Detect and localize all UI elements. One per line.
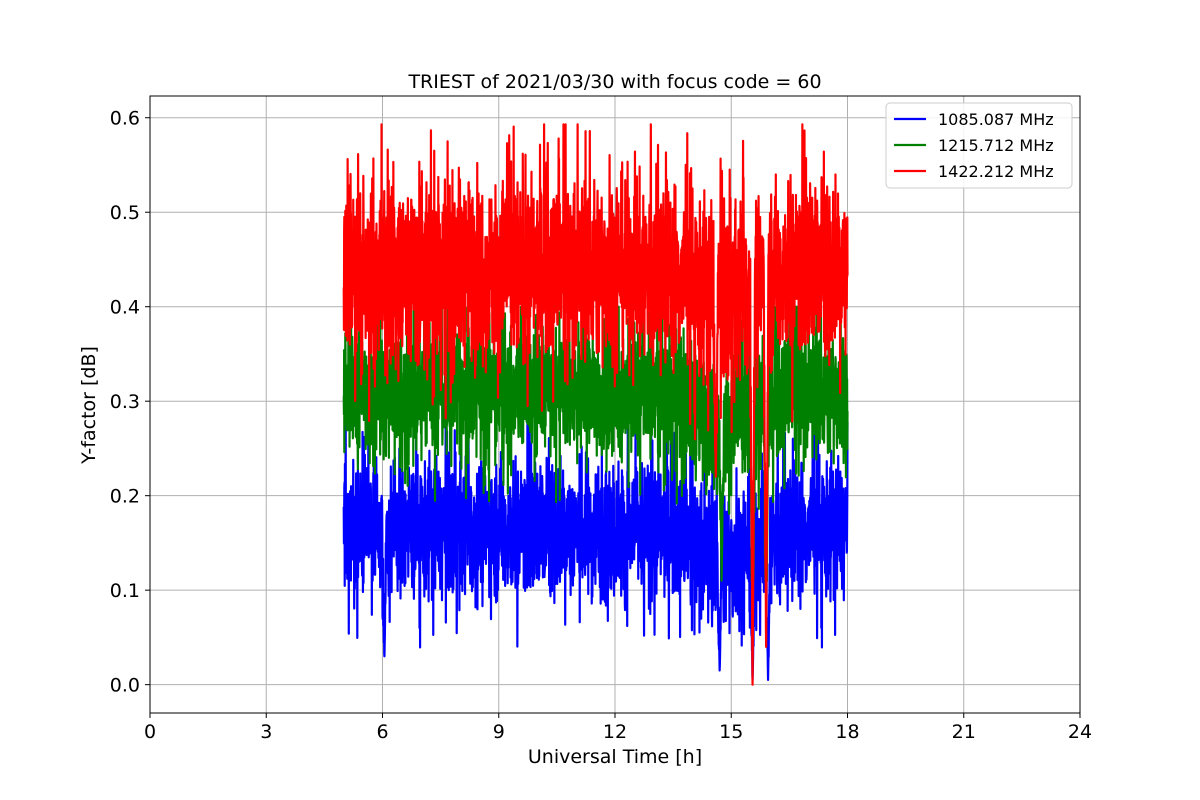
x-tick-label: 6	[376, 721, 388, 743]
legend-label: 1085.087 MHz	[938, 110, 1054, 129]
x-tick-label: 18	[835, 721, 859, 743]
x-tick-label: 15	[719, 721, 743, 743]
y-tick-label: 0.2	[110, 486, 140, 508]
legend-box	[885, 102, 1073, 189]
series-line-1	[342, 409, 849, 682]
y-axis: 0.0 0.1 0.2 0.3 0.4 0.5 0.6	[110, 108, 150, 697]
legend: 1085.087 MHz 1215.712 MHz 1422.212 MHz	[885, 102, 1073, 189]
x-tick-label: 3	[260, 721, 272, 743]
y-tick-label: 0.6	[110, 108, 140, 130]
x-tick-label: 21	[952, 721, 976, 743]
x-tick-label: 24	[1068, 721, 1092, 743]
legend-label: 1215.712 MHz	[938, 136, 1054, 155]
x-axis: 0 3 6 9 12 15 18 21 24	[144, 713, 1092, 743]
series-line-3	[342, 123, 849, 686]
y-tick-label: 0.5	[110, 202, 140, 224]
y-tick-label: 0.3	[110, 391, 140, 413]
y-tick-label: 0.1	[110, 580, 140, 602]
x-tick-label: 9	[493, 721, 505, 743]
y-tick-label: 0.4	[110, 297, 140, 319]
x-axis-label: Universal Time [h]	[528, 746, 702, 768]
plot-area	[342, 123, 849, 686]
y-axis-label: Y-factor [dB]	[78, 346, 100, 465]
legend-label: 1422.212 MHz	[938, 162, 1054, 181]
chart-title: TRIEST of 2021/03/30 with focus code = 6…	[407, 71, 821, 93]
x-tick-label: 0	[144, 721, 156, 743]
x-tick-label: 12	[603, 721, 627, 743]
y-tick-label: 0.0	[110, 675, 140, 697]
